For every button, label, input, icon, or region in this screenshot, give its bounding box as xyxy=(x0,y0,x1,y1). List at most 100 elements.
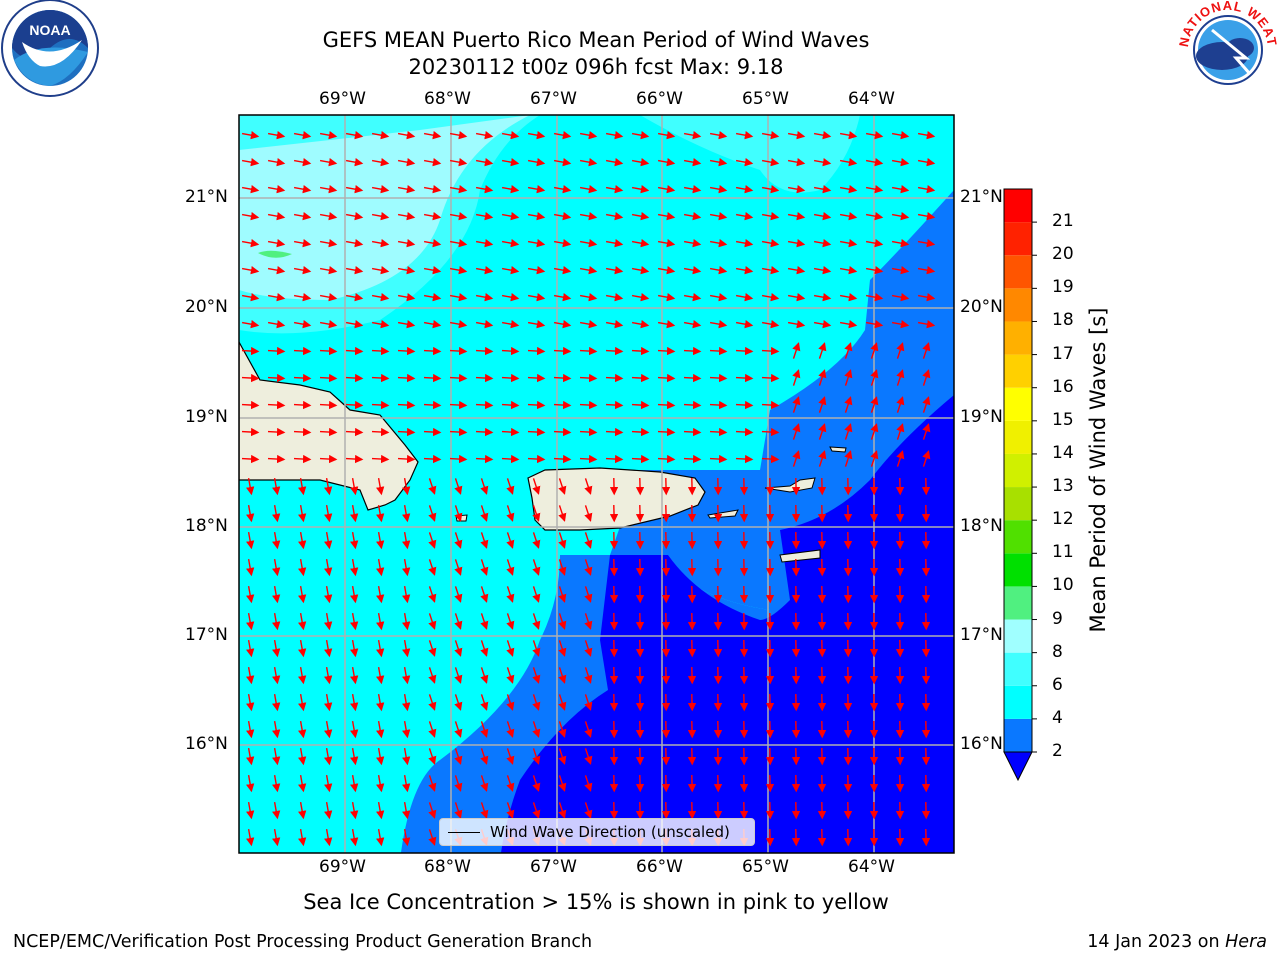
wind-wave-arrow xyxy=(371,293,390,302)
wind-wave-arrow xyxy=(454,775,463,792)
land-virgin-islands xyxy=(764,477,816,493)
wind-wave-arrow xyxy=(428,559,437,576)
wind-wave-arrow xyxy=(891,212,910,221)
wind-wave-arrow xyxy=(532,775,541,792)
wind-wave-arrow xyxy=(896,396,905,413)
wind-wave-arrow xyxy=(319,185,338,194)
wind-wave-arrow xyxy=(454,586,463,603)
wind-wave-arrow xyxy=(553,158,572,167)
wind-wave-arrow xyxy=(506,505,515,522)
wind-wave-arrow xyxy=(402,504,411,523)
colorbar xyxy=(1003,188,1037,782)
wind-wave-arrow xyxy=(501,266,520,275)
wind-wave-arrow xyxy=(319,239,338,248)
wind-wave-arrow xyxy=(761,400,780,410)
wind-wave-arrow xyxy=(527,293,546,302)
wind-wave-arrow xyxy=(761,239,780,248)
wind-wave-arrow xyxy=(527,266,546,275)
wind-wave-arrow xyxy=(553,427,572,437)
wind-wave-arrow xyxy=(709,131,728,140)
wind-wave-arrow xyxy=(891,239,910,248)
wind-wave-arrow xyxy=(293,293,312,302)
wind-wave-arrow xyxy=(397,454,416,464)
wind-wave-arrow xyxy=(527,373,546,383)
wind-wave-arrow xyxy=(631,293,650,302)
wind-wave-arrow xyxy=(584,694,593,711)
wind-wave-arrow xyxy=(475,293,494,302)
colorbar-segment xyxy=(1004,619,1032,653)
wind-wave-arrow xyxy=(865,239,884,248)
wind-wave-arrow xyxy=(917,293,936,302)
wind-wave-arrow xyxy=(527,454,546,464)
wind-wave-arrow xyxy=(475,346,494,356)
wind-wave-arrow xyxy=(454,640,463,657)
wind-wave-arrow xyxy=(319,320,338,329)
land-st-croix xyxy=(779,549,821,563)
wind-wave-arrow xyxy=(818,423,827,440)
wind-wave-arrow xyxy=(844,396,853,413)
wind-wave-arrow xyxy=(246,558,255,577)
wind-wave-arrow xyxy=(402,774,411,793)
wind-wave-arrow xyxy=(792,369,801,386)
legend-line-swatch xyxy=(448,832,480,833)
wind-wave-arrow xyxy=(298,720,307,739)
wind-wave-arrow xyxy=(735,266,754,275)
wind-wave-arrow xyxy=(605,212,624,221)
wind-wave-arrow xyxy=(371,158,390,167)
wind-wave-arrow xyxy=(475,320,494,329)
wind-wave-arrow xyxy=(241,266,260,275)
wind-wave-arrow xyxy=(553,346,572,356)
wind-wave-arrow xyxy=(267,158,286,167)
wind-wave-arrow xyxy=(475,239,494,248)
wind-wave-arrow xyxy=(631,158,650,167)
wind-wave-arrow xyxy=(558,478,567,495)
wind-wave-arrow xyxy=(475,454,494,464)
colorbar-segment xyxy=(1004,652,1032,686)
wind-wave-arrow xyxy=(345,346,364,356)
lat-label-right: 17°N xyxy=(960,625,1003,645)
wind-wave-arrow xyxy=(454,505,463,522)
wind-wave-arrow xyxy=(709,266,728,275)
wind-wave-arrow xyxy=(298,477,307,496)
wind-wave-arrow xyxy=(350,693,359,712)
wind-wave-arrow xyxy=(553,131,572,140)
lon-label-top: 68°W xyxy=(424,89,471,109)
wind-wave-arrow xyxy=(246,531,255,550)
wind-wave-arrow xyxy=(579,212,598,221)
wind-wave-arrow xyxy=(350,639,359,658)
wind-wave-arrow xyxy=(371,131,390,140)
wind-wave-arrow xyxy=(709,400,728,410)
wind-wave-arrow xyxy=(683,239,702,248)
wind-wave-arrow xyxy=(787,212,806,221)
wind-wave-arrow xyxy=(324,504,333,523)
wind-wave-arrow xyxy=(683,266,702,275)
wind-wave-arrow xyxy=(402,639,411,658)
wind-wave-arrow xyxy=(376,558,385,577)
wind-wave-arrow xyxy=(709,427,728,437)
colorbar-segment xyxy=(1004,255,1032,289)
wind-wave-arrow xyxy=(371,346,390,356)
wind-wave-arrow xyxy=(631,400,650,410)
wind-wave-arrow xyxy=(449,346,468,356)
wind-wave-arrow xyxy=(558,748,567,765)
map-area xyxy=(239,115,954,853)
wind-wave-arrow xyxy=(376,585,385,604)
wind-wave-arrow xyxy=(298,693,307,712)
wind-wave-arrow xyxy=(397,293,416,302)
wind-wave-arrow xyxy=(480,775,489,792)
wind-wave-arrow xyxy=(558,775,567,792)
wind-wave-arrow xyxy=(558,721,567,738)
wind-wave-arrow xyxy=(813,320,832,329)
wind-wave-arrow xyxy=(350,558,359,577)
wind-wave-arrow xyxy=(319,454,338,464)
wind-wave-arrow xyxy=(922,423,931,440)
wind-wave-arrow xyxy=(267,212,286,221)
wind-wave-arrow xyxy=(345,266,364,275)
lon-label-bottom: 69°W xyxy=(319,857,366,877)
wind-wave-arrow xyxy=(917,239,936,248)
wind-wave-arrow xyxy=(397,158,416,167)
wind-wave-arrow xyxy=(241,131,260,140)
wind-wave-arrow xyxy=(818,396,827,413)
wind-wave-arrow xyxy=(506,559,515,576)
wind-wave-arrow xyxy=(298,558,307,577)
